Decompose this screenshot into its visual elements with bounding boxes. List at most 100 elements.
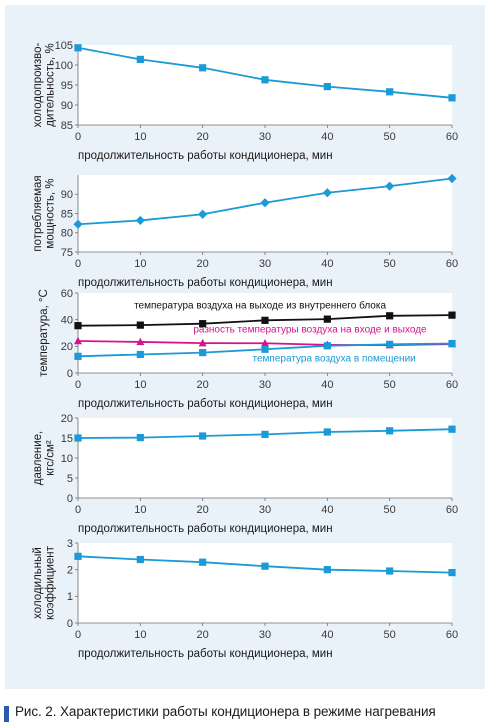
x-tick-label: 30 [259,379,271,391]
x-tick-label: 60 [446,131,458,143]
y-tick-label: 85 [61,208,73,220]
data-point [386,567,394,575]
y-tick-label: 1 [67,591,73,603]
y-tick-label: 100 [55,60,73,72]
data-point [74,434,82,442]
data-point [199,320,207,328]
y-tick-label: 5 [67,473,73,485]
data-point [135,215,145,226]
data-point [74,44,82,52]
y-axis-label: дительность, % [44,43,56,126]
data-point [198,338,207,347]
x-tick-label: 0 [75,131,81,143]
x-tick-label: 50 [384,379,396,391]
y-axis-label: кгс/см² [44,440,56,476]
y-axis-label: давление, [32,431,44,485]
data-point [323,83,331,91]
data-point [448,425,456,433]
data-point [386,312,394,320]
series-1 [74,311,456,330]
x-tick-label: 10 [134,629,146,641]
x-tick-label: 10 [134,258,146,270]
y-tick-label: 20 [61,413,73,425]
data-point [386,427,394,435]
data-point [386,340,394,348]
data-point [198,209,208,219]
y-axis-label: холодильный [32,547,44,619]
x-tick-label: 0 [75,379,81,391]
data-point [136,434,144,442]
plot-area [78,543,452,623]
x-tick-label: 0 [75,258,81,270]
x-tick-label: 30 [259,131,271,143]
x-axis-label: продолжительность работы кондиционера, м… [78,648,333,660]
data-point [74,322,82,330]
chart-3: 0 20 40 60 0 10 20 30 40 50 60 продолжительность ра… [38,288,458,410]
y-tick-label: 0 [67,618,73,630]
y-axis-label: мощность, % [44,178,56,248]
data-point [448,339,456,348]
data-point [323,342,331,350]
x-tick-label: 0 [75,504,81,516]
plot-area [78,175,452,252]
y-tick-label: 60 [61,288,73,300]
x-tick-label: 60 [446,504,458,516]
data-point [74,352,82,360]
x-tick-label: 50 [384,258,396,270]
data-point [136,350,144,359]
x-tick-label: 60 [446,379,458,391]
data-point [261,345,269,353]
x-tick-label: 20 [197,131,209,143]
x-tick-label: 20 [197,504,209,516]
y-tick-label: 85 [61,120,73,132]
x-tick-label: 40 [321,504,333,516]
data-point [448,569,456,577]
x-tick-label: 30 [259,258,271,270]
plot-area [78,45,452,125]
x-tick-label: 0 [75,629,81,641]
y-tick-label: 80 [61,228,73,240]
data-point [261,76,269,84]
data-point [447,173,457,184]
x-tick-label: 10 [134,379,146,391]
series-1 [74,425,456,442]
data-point [261,430,269,438]
x-tick-label: 60 [446,258,458,270]
x-tick-label: 20 [197,258,209,270]
data-point [74,336,82,345]
data-point [74,552,82,560]
series-annotation: температура воздуха на выходе из внутрен… [134,299,386,311]
data-point [322,188,332,198]
data-point [448,94,456,102]
data-point [136,555,144,564]
y-tick-label: 40 [61,314,73,326]
chart-1: 85 90 95 100 105 0 10 20 30 40 50 60 продолжительнос… [32,40,458,162]
x-axis-label: продолжительность работы кондиционера, м… [78,150,333,162]
x-tick-label: 40 [321,131,333,143]
x-tick-label: 10 [134,504,146,516]
data-point [323,566,331,574]
y-axis-label: температура, °С [38,289,50,377]
y-tick-label: 0 [67,493,73,505]
data-point [199,64,207,72]
plot-area [78,293,452,373]
x-tick-label: 50 [384,131,396,143]
data-point [136,337,145,346]
caption-marker [4,706,9,722]
y-tick-label: 15 [61,433,73,445]
data-point [323,428,331,436]
x-tick-label: 20 [197,379,209,391]
y-tick-label: 10 [61,453,73,465]
y-tick-label: 3 [67,538,73,550]
figure-caption: Рис. 2. Характеристики работы кондиционе… [15,704,436,719]
y-tick-label: 20 [61,341,73,353]
x-tick-label: 40 [321,629,333,641]
y-tick-label: 0 [67,368,73,380]
series-1 [73,173,457,229]
data-point [73,219,83,229]
series-1 [74,44,456,102]
chart-2: 75 80 85 90 0 10 20 30 40 50 60 продолжительность р… [32,173,458,289]
